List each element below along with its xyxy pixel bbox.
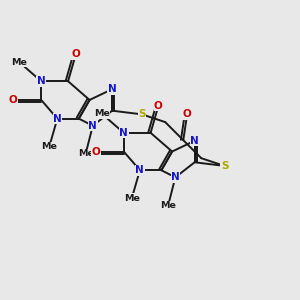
Text: S: S (221, 161, 228, 171)
Text: N: N (53, 114, 62, 124)
Text: Me: Me (124, 194, 140, 202)
Text: O: O (92, 146, 100, 157)
Text: Me: Me (11, 58, 27, 67)
Text: N: N (190, 136, 199, 146)
Text: N: N (171, 172, 180, 182)
Text: Me: Me (160, 201, 176, 210)
Text: Me: Me (41, 142, 57, 151)
Text: N: N (136, 165, 144, 175)
Text: O: O (9, 95, 18, 105)
Text: N: N (119, 128, 128, 138)
Text: O: O (183, 110, 191, 119)
Text: Me: Me (94, 109, 110, 118)
Text: S: S (138, 110, 146, 119)
Text: N: N (37, 76, 46, 86)
Text: O: O (71, 50, 80, 59)
Text: N: N (108, 84, 116, 94)
Text: Me: Me (78, 149, 94, 158)
Text: N: N (88, 121, 97, 131)
Text: O: O (154, 101, 163, 111)
